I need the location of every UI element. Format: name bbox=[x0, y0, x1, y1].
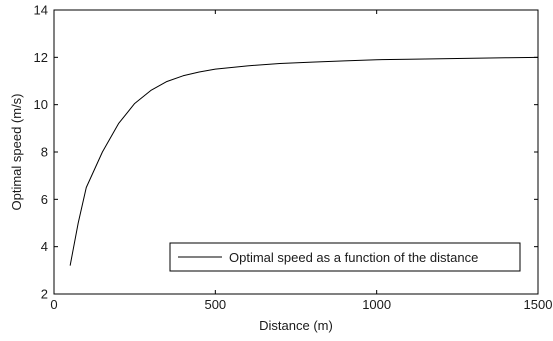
axis-tick-labels: 0 500 1000 1500 2 4 6 8 10 12 14 bbox=[34, 3, 553, 313]
y-tick-label: 12 bbox=[34, 50, 48, 65]
series-line bbox=[69, 56, 539, 266]
x-tick-label: 1500 bbox=[524, 297, 553, 312]
y-tick-label: 8 bbox=[41, 145, 48, 160]
x-axis-label: Distance (m) bbox=[259, 318, 333, 333]
legend: Optimal speed as a function of the dista… bbox=[169, 242, 521, 272]
axis-ticks bbox=[53, 9, 539, 295]
y-tick-label: 6 bbox=[41, 192, 48, 207]
y-tick-label: 2 bbox=[41, 287, 48, 302]
x-tick-label: 1000 bbox=[362, 297, 391, 312]
y-axis-label: Optimal speed (m/s) bbox=[9, 93, 24, 210]
y-tick-label: 4 bbox=[41, 239, 48, 254]
x-tick-label: 0 bbox=[50, 297, 57, 312]
y-tick-label: 10 bbox=[34, 97, 48, 112]
legend-label: Optimal speed as a function of the dista… bbox=[229, 250, 478, 265]
legend-box bbox=[169, 242, 521, 272]
series-layer bbox=[69, 56, 539, 266]
y-tick-label: 14 bbox=[34, 3, 48, 18]
x-tick-label: 500 bbox=[204, 297, 226, 312]
